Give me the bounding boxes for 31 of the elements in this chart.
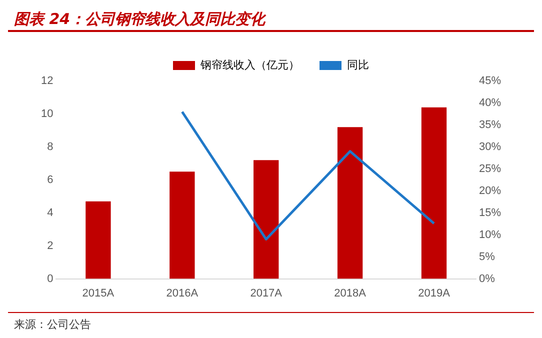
y2-tick-label: 40%: [478, 97, 502, 110]
y-tick-label: 10: [40, 108, 54, 120]
y2-tick-label: 20%: [478, 184, 502, 197]
y-tick-label: 6: [47, 174, 54, 186]
x-tick-label: 2019A: [418, 287, 451, 300]
bar: [254, 160, 279, 279]
chart-title: 图表 24：公司钢帘线收入及同比变化: [13, 9, 267, 30]
legend-label: 同比: [347, 58, 369, 72]
bar: [421, 107, 447, 279]
bar: [86, 201, 111, 279]
x-tick-label: 2015A: [82, 287, 115, 300]
x-tick-label: 2016A: [166, 287, 199, 300]
x-tick-label: 2018A: [334, 287, 367, 300]
y-tick-label: 8: [47, 140, 54, 153]
x-tick-label: 2017A: [250, 287, 283, 300]
y2-tick-label: 5%: [478, 250, 496, 263]
y2-tick-label: 45%: [478, 75, 502, 88]
y-tick-label: 2: [47, 240, 54, 252]
y2-tick-label: 0%: [478, 272, 496, 285]
bar: [170, 172, 195, 279]
y-tick-label: 12: [40, 75, 54, 88]
y2-tick-label: 30%: [478, 140, 502, 153]
bar: [337, 127, 363, 279]
legend-label: 钢帘线收入（亿元）: [200, 58, 300, 72]
y2-tick-label: 25%: [478, 162, 502, 175]
y2-tick-label: 10%: [478, 228, 502, 241]
y-tick-label: 0: [47, 272, 54, 285]
y2-tick-label: 15%: [478, 206, 502, 219]
source-note: 来源：公司公告: [13, 317, 92, 332]
y-tick-label: 4: [47, 206, 54, 219]
y2-tick-label: 35%: [478, 118, 502, 131]
